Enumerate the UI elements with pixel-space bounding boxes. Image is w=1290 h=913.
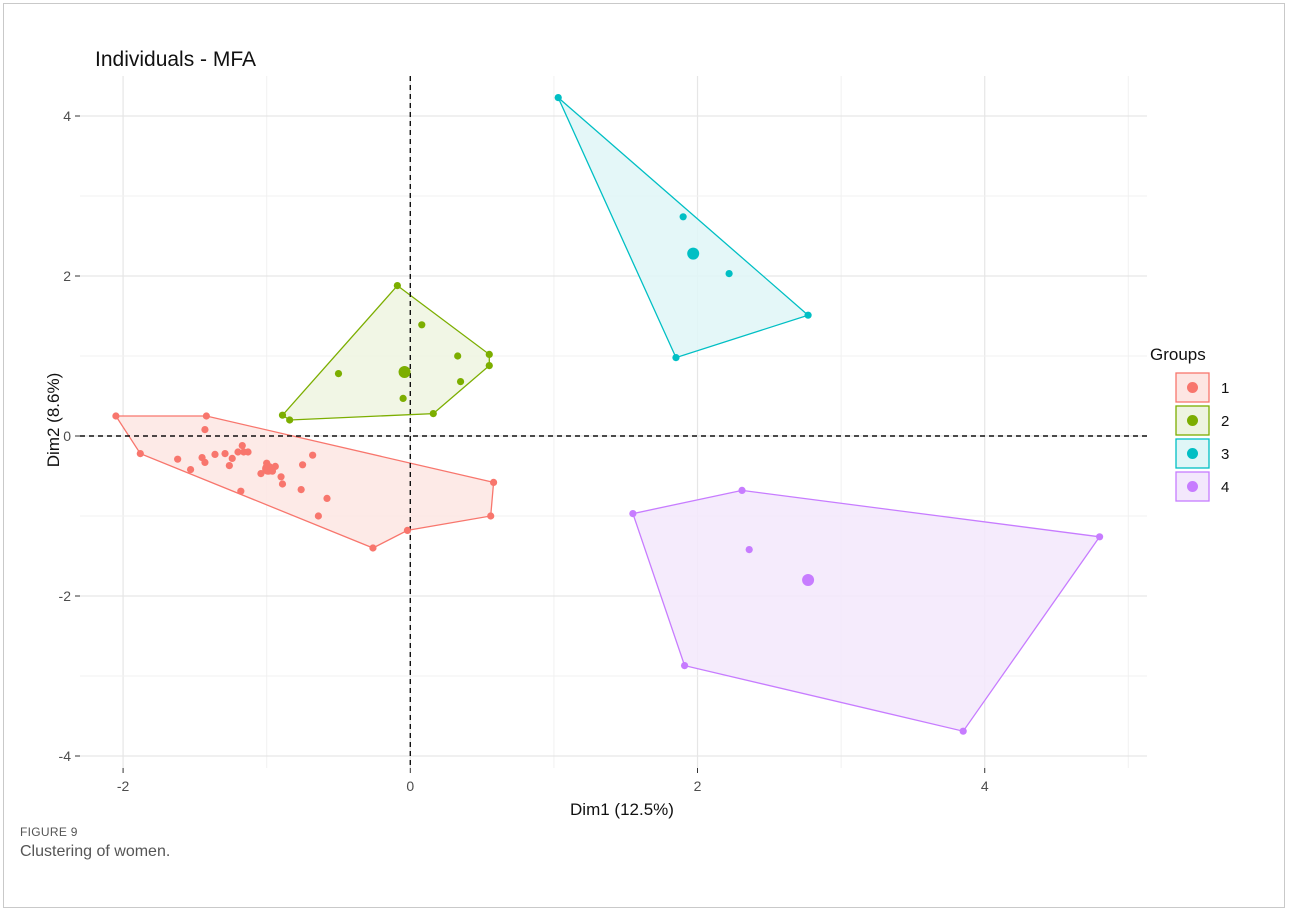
legend-label-3: 3 <box>1221 446 1229 463</box>
group-4-centroid <box>802 574 815 586</box>
group-1-point <box>112 412 120 420</box>
axes: -2 0 2 4 -4 -2 0 2 4 <box>59 108 989 794</box>
group-3-hull <box>557 97 810 359</box>
legend-label-2: 2 <box>1221 413 1229 430</box>
y-tick-label: -2 <box>59 588 72 604</box>
group-4-point <box>1096 533 1104 541</box>
group-1-point <box>186 466 195 474</box>
x-tick-label: 2 <box>694 778 702 794</box>
group-1-point <box>201 458 209 466</box>
y-tick-label: 0 <box>63 428 71 444</box>
legend-label-1: 1 <box>1221 380 1229 397</box>
group-3-point <box>679 213 687 221</box>
point-layer <box>112 94 1104 735</box>
group-1-hull <box>114 415 495 549</box>
legend: Groups 1 2 3 4 <box>1150 345 1229 502</box>
group-1-point <box>211 450 219 458</box>
x-tick-label: -2 <box>117 778 130 794</box>
group-3-point <box>554 94 562 102</box>
group-1-point <box>403 526 412 535</box>
group-1-point <box>174 455 182 463</box>
group-4-point <box>738 486 746 494</box>
group-3-point <box>725 270 733 278</box>
group-2-point <box>334 370 343 378</box>
group-2-point <box>278 411 287 419</box>
group-1-point <box>238 442 246 450</box>
group-2-point <box>429 410 437 418</box>
group-1-centroid <box>262 462 275 475</box>
group-1-point <box>225 462 233 470</box>
group-4-point <box>629 509 637 518</box>
group-1-point <box>278 480 287 488</box>
group-1-point <box>257 470 265 478</box>
group-4-point <box>745 546 753 554</box>
group-4-point <box>959 727 967 735</box>
group-1-point <box>323 494 331 502</box>
x-tick-label: 4 <box>981 778 989 794</box>
group-1-point <box>309 451 317 459</box>
group-1-point <box>277 473 285 481</box>
figure-caption: Clustering of women. <box>20 843 171 860</box>
group-1-point <box>244 448 252 456</box>
group-2-centroid <box>398 366 411 378</box>
group-4-point <box>680 662 689 670</box>
legend-key-3-dot <box>1187 448 1198 459</box>
group-2-point <box>393 282 401 290</box>
group-2-point <box>286 416 294 424</box>
y-tick-label: 2 <box>63 268 71 284</box>
group-1-point <box>489 478 498 486</box>
group-2-point <box>399 394 407 402</box>
chart-title: Individuals - MFA <box>95 48 256 71</box>
group-1-point <box>298 461 307 469</box>
group-1-point <box>201 426 209 434</box>
x-tick-label: 0 <box>406 778 414 794</box>
group-2-point <box>485 362 493 370</box>
group-1-point <box>234 448 242 456</box>
group-1-point <box>314 512 322 520</box>
group-2-point <box>418 321 426 329</box>
group-1-point <box>221 450 229 458</box>
group-1-point <box>487 512 495 520</box>
legend-key-2-dot <box>1187 415 1198 426</box>
legend-label-4: 4 <box>1221 479 1229 496</box>
group-3-point <box>672 354 680 362</box>
reference-lines <box>80 76 1147 768</box>
legend-key-4 <box>1175 471 1210 502</box>
y-tick-label: -4 <box>59 748 72 764</box>
y-tick-label: 4 <box>63 108 71 124</box>
group-2-point <box>485 350 493 358</box>
legend-title: Groups <box>1150 345 1206 364</box>
group-1-point <box>228 454 236 462</box>
group-1-point <box>202 412 210 420</box>
y-axis-label: Dim2 (8.6%) <box>44 373 63 467</box>
group-3-point <box>804 311 812 319</box>
hull-layer <box>114 97 1101 732</box>
group-1-point <box>369 544 377 552</box>
legend-key-1-dot <box>1187 382 1198 393</box>
group-2-point <box>456 378 465 386</box>
legend-key-4-dot <box>1187 481 1198 492</box>
group-3-centroid <box>687 247 700 260</box>
group-2-point <box>454 352 462 360</box>
group-1-point <box>136 450 144 458</box>
x-axis-label: Dim1 (12.5%) <box>570 800 674 819</box>
group-1-point <box>297 486 305 494</box>
figure-label: FIGURE 9 <box>20 825 78 839</box>
group-4-hull <box>632 489 1101 732</box>
group-1-point <box>237 487 245 495</box>
